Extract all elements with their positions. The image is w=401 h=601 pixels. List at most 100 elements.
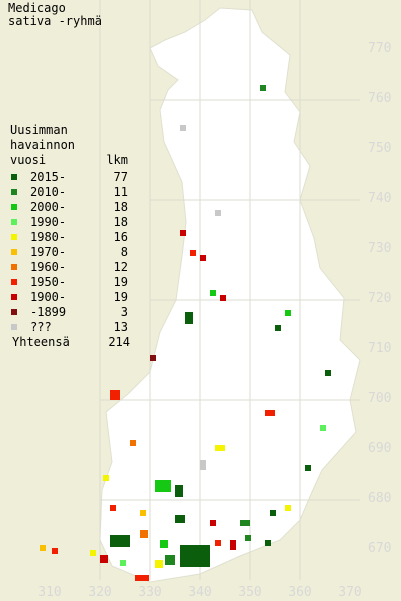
legend-swatch	[11, 219, 17, 225]
northing-label: 740	[368, 191, 391, 206]
legend-swatch	[11, 204, 17, 210]
easting-label: 340	[188, 585, 211, 600]
legend-column: vuosi	[10, 153, 46, 167]
observation	[100, 555, 108, 563]
total-count: 214	[108, 335, 130, 349]
observation	[110, 505, 116, 511]
observation	[265, 540, 271, 546]
easting-label: 370	[338, 585, 361, 600]
northing-label: 760	[368, 91, 391, 106]
legend-swatch	[11, 174, 17, 180]
total-label: Yhteensä	[12, 335, 70, 349]
legend-swatch	[11, 324, 17, 330]
legend-swatch	[11, 294, 17, 300]
observation	[90, 550, 96, 556]
observation	[215, 540, 221, 546]
legend-count: 18	[114, 215, 128, 229]
legend-count: 11	[114, 185, 128, 199]
observation	[320, 425, 326, 431]
observation	[285, 505, 291, 511]
northing-label: 690	[368, 441, 391, 456]
easting-label: 360	[288, 585, 311, 600]
observation	[200, 460, 206, 470]
observation	[265, 410, 275, 416]
easting-label: 350	[238, 585, 261, 600]
observation	[135, 575, 149, 581]
observation	[210, 290, 216, 296]
legend-year: 1990-	[30, 215, 66, 229]
observation	[325, 370, 331, 376]
observation	[40, 545, 46, 551]
observation	[140, 510, 146, 516]
legend-column: lkm	[106, 153, 128, 167]
observation	[120, 560, 126, 566]
legend-count: 8	[121, 245, 128, 259]
observation	[175, 515, 185, 523]
observation	[155, 480, 171, 492]
legend-count: 19	[114, 275, 128, 289]
northing-label: 680	[368, 491, 391, 506]
observation	[103, 475, 109, 481]
legend-count: 16	[114, 230, 128, 244]
easting-label: 310	[38, 585, 61, 600]
legend-year: 1960-	[30, 260, 66, 274]
legend-year: 1900-	[30, 290, 66, 304]
legend-year: 2000-	[30, 200, 66, 214]
observations	[40, 85, 331, 581]
legend-year: 1980-	[30, 230, 66, 244]
observation	[150, 355, 156, 361]
observation	[305, 465, 311, 471]
observation	[175, 485, 183, 497]
observation	[270, 510, 276, 516]
observation	[110, 535, 130, 547]
legend-count: 3	[121, 305, 128, 319]
northing-label: 720	[368, 291, 391, 306]
observation	[180, 125, 186, 131]
grid	[99, 0, 360, 580]
legend-year: ???	[30, 320, 52, 334]
observation	[180, 545, 210, 567]
legend-year: 2010-	[30, 185, 66, 199]
observation	[200, 255, 206, 261]
observation	[260, 85, 266, 91]
observation	[185, 312, 193, 324]
legend-swatch	[11, 279, 17, 285]
legend-year: 2015-	[30, 170, 66, 184]
observation	[180, 230, 186, 236]
observation	[285, 310, 291, 316]
observation	[210, 520, 216, 526]
legend-year: -1899	[30, 305, 66, 319]
legend-year: 1950-	[30, 275, 66, 289]
legend-swatch	[11, 309, 17, 315]
observation	[245, 535, 251, 541]
observation	[190, 250, 196, 256]
observation	[230, 540, 236, 550]
legend-count: 18	[114, 200, 128, 214]
species-name: Medicago	[8, 1, 66, 15]
legend-count: 77	[114, 170, 128, 184]
legend-count: 19	[114, 290, 128, 304]
observation	[240, 520, 250, 526]
observation	[160, 540, 168, 548]
easting-label: 330	[138, 585, 161, 600]
northing-label: 730	[368, 241, 391, 256]
observation	[110, 390, 120, 400]
observation	[52, 548, 58, 554]
legend-count: 13	[114, 320, 128, 334]
legend-year: 1970-	[30, 245, 66, 259]
observation	[220, 295, 226, 301]
northing-label: 750	[368, 141, 391, 156]
observation	[165, 555, 175, 565]
legend-heading: havainnon	[10, 138, 75, 152]
legend-swatch	[11, 234, 17, 240]
observation	[275, 325, 281, 331]
easting-label: 320	[88, 585, 111, 600]
northing-label: 770	[368, 41, 391, 56]
observation	[155, 560, 163, 568]
observation	[140, 530, 148, 538]
observation	[215, 210, 221, 216]
northing-label: 700	[368, 391, 391, 406]
legend-heading: Uusimman	[10, 123, 68, 137]
observation	[215, 445, 225, 451]
